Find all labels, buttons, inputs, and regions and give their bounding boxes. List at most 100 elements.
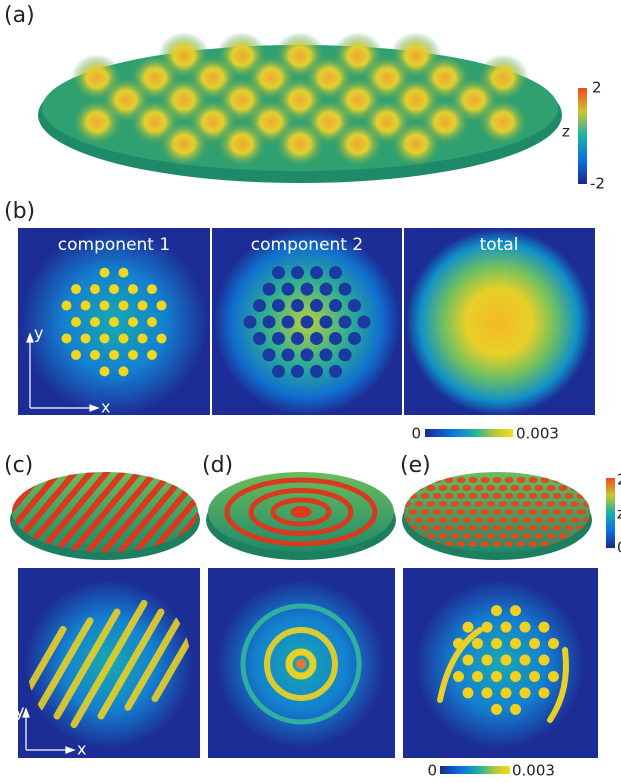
vortex: [281, 315, 295, 329]
peak: [504, 493, 514, 499]
peak: [552, 493, 562, 499]
peak: [595, 517, 604, 523]
peak: [462, 517, 472, 523]
ring: [248, 488, 354, 536]
peak: [528, 525, 538, 531]
peak: [480, 541, 490, 547]
vortex: [253, 331, 266, 345]
peak: [498, 533, 508, 539]
density-peak: [99, 366, 110, 377]
bump: [71, 98, 123, 146]
peak: [480, 493, 490, 499]
stripe: [46, 472, 132, 552]
peak: [480, 525, 490, 531]
rings: [224, 477, 378, 547]
density-peak: [109, 317, 119, 327]
peak: [432, 493, 442, 499]
vortex: [262, 348, 276, 362]
density-peak: [462, 687, 474, 699]
density-peak: [510, 605, 521, 617]
peak: [576, 493, 586, 499]
density-peak: [472, 638, 483, 650]
peak: [564, 493, 574, 499]
peak: [582, 485, 590, 491]
panel-title: component 2: [251, 235, 363, 255]
ring: [285, 648, 317, 680]
vortex: [272, 299, 285, 313]
peak: [408, 493, 418, 499]
peak: [456, 509, 466, 515]
density-peak: [99, 267, 110, 278]
axes-arrows: [26, 332, 100, 412]
vortex: [262, 315, 276, 329]
center-peak: [296, 659, 306, 669]
vortex: [281, 348, 295, 362]
vortex: [338, 348, 352, 362]
peak: [510, 501, 520, 507]
peak: [468, 525, 478, 531]
peak: [510, 485, 520, 491]
peak: [558, 517, 568, 523]
density-peak: [510, 703, 521, 715]
axis-label: y: [15, 702, 24, 721]
peak: [552, 525, 562, 531]
peak: [438, 517, 448, 523]
peak: [468, 477, 478, 483]
peak: [570, 485, 580, 491]
peak: [462, 533, 472, 539]
vortex: [357, 315, 371, 329]
density-peak: [90, 317, 100, 327]
stripe: [53, 608, 121, 720]
colorbar-axis: z: [617, 505, 621, 523]
vortex: [272, 266, 285, 280]
density-peak: [61, 300, 72, 311]
peak: [534, 533, 544, 539]
density: [406, 229, 592, 415]
peak: [516, 525, 526, 531]
peak: [588, 477, 590, 483]
peak: [522, 517, 532, 523]
peak: [582, 501, 590, 507]
stripes: [27, 599, 191, 729]
density-peak: [462, 654, 474, 666]
peak: [492, 509, 502, 515]
peak: [504, 509, 514, 515]
peak: [540, 477, 550, 483]
peak: [564, 509, 574, 515]
axes-arrows: [22, 707, 76, 754]
vortex: [300, 315, 314, 329]
density-peak: [481, 687, 493, 699]
vortex: [310, 299, 323, 313]
density-peak: [519, 654, 531, 666]
peak: [504, 541, 514, 547]
colorbar: [440, 766, 510, 774]
vortex: [310, 364, 323, 378]
peak: [426, 485, 436, 491]
peak: [426, 517, 436, 523]
peak: [546, 485, 556, 491]
peak: [528, 493, 538, 499]
density-peak: [491, 605, 502, 617]
density-peak: [118, 333, 129, 344]
panel-label: (e): [400, 453, 431, 478]
dots: [437, 605, 569, 723]
peak: [432, 477, 442, 483]
peak: [540, 509, 550, 515]
density-peak: [128, 317, 138, 327]
peak: [438, 485, 448, 491]
density-peak: [128, 349, 138, 360]
vortex: [329, 266, 342, 280]
ring: [290, 506, 312, 518]
density-peak: [61, 333, 72, 344]
peak: [504, 525, 514, 531]
peak: [486, 501, 496, 507]
density-peak: [80, 300, 91, 311]
bump: [332, 120, 384, 168]
density-peak: [462, 621, 474, 633]
peak: [492, 477, 502, 483]
density-peak: [90, 349, 100, 360]
colorbar-label: 0: [411, 425, 421, 443]
peak: [408, 541, 418, 547]
peak: [534, 517, 544, 523]
vortex: [319, 348, 333, 362]
